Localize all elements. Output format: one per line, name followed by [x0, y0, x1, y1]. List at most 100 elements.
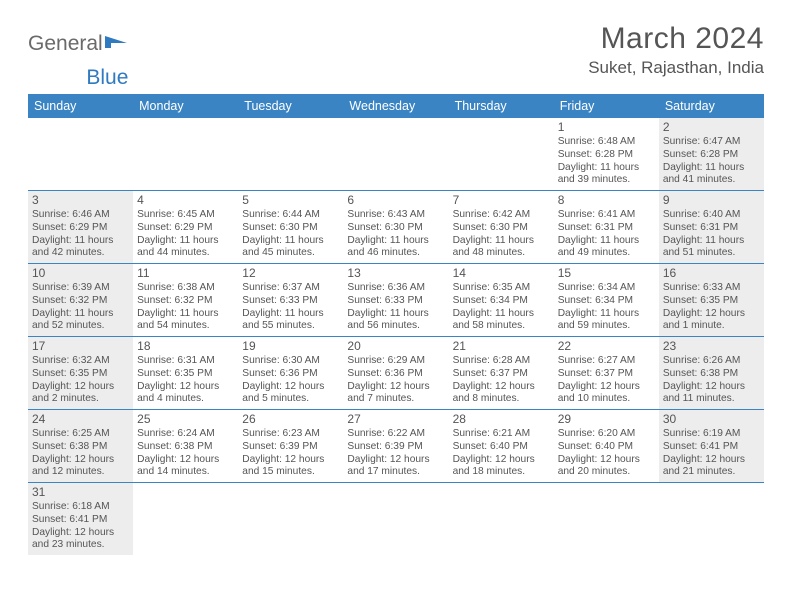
sunrise-line: Sunrise: 6:46 AM — [32, 209, 129, 222]
weekday-header: Saturday — [659, 94, 764, 118]
day-number: 22 — [558, 339, 655, 354]
day-number: 14 — [453, 266, 550, 281]
daylight-line: Daylight: 11 hours and 55 minutes. — [242, 308, 339, 334]
day-number: 11 — [137, 266, 234, 281]
day-number: 6 — [347, 193, 444, 208]
calendar-row: 3Sunrise: 6:46 AMSunset: 6:29 PMDaylight… — [28, 191, 764, 264]
sunrise-line: Sunrise: 6:48 AM — [558, 136, 655, 149]
calendar-cell-empty — [238, 483, 343, 556]
weekday-header: Wednesday — [343, 94, 448, 118]
day-number: 27 — [347, 412, 444, 427]
calendar-cell: 3Sunrise: 6:46 AMSunset: 6:29 PMDaylight… — [28, 191, 133, 264]
sunset-line: Sunset: 6:29 PM — [137, 222, 234, 235]
sunset-line: Sunset: 6:30 PM — [242, 222, 339, 235]
calendar-cell: 10Sunrise: 6:39 AMSunset: 6:32 PMDayligh… — [28, 264, 133, 337]
calendar-cell: 17Sunrise: 6:32 AMSunset: 6:35 PMDayligh… — [28, 337, 133, 410]
daylight-line: Daylight: 12 hours and 2 minutes. — [32, 381, 129, 407]
sunrise-line: Sunrise: 6:32 AM — [32, 355, 129, 368]
daylight-line: Daylight: 12 hours and 4 minutes. — [137, 381, 234, 407]
daylight-line: Daylight: 11 hours and 59 minutes. — [558, 308, 655, 334]
calendar-cell: 28Sunrise: 6:21 AMSunset: 6:40 PMDayligh… — [449, 410, 554, 483]
daylight-line: Daylight: 11 hours and 46 minutes. — [347, 235, 444, 261]
daylight-line: Daylight: 11 hours and 58 minutes. — [453, 308, 550, 334]
day-number: 26 — [242, 412, 339, 427]
sunrise-line: Sunrise: 6:23 AM — [242, 428, 339, 441]
calendar-cell: 30Sunrise: 6:19 AMSunset: 6:41 PMDayligh… — [659, 410, 764, 483]
calendar-cell: 8Sunrise: 6:41 AMSunset: 6:31 PMDaylight… — [554, 191, 659, 264]
calendar-cell: 6Sunrise: 6:43 AMSunset: 6:30 PMDaylight… — [343, 191, 448, 264]
daylight-line: Daylight: 11 hours and 39 minutes. — [558, 162, 655, 188]
calendar-cell: 14Sunrise: 6:35 AMSunset: 6:34 PMDayligh… — [449, 264, 554, 337]
sunrise-line: Sunrise: 6:33 AM — [663, 282, 760, 295]
daylight-line: Daylight: 12 hours and 21 minutes. — [663, 454, 760, 480]
daylight-line: Daylight: 11 hours and 52 minutes. — [32, 308, 129, 334]
calendar-cell: 29Sunrise: 6:20 AMSunset: 6:40 PMDayligh… — [554, 410, 659, 483]
day-number: 25 — [137, 412, 234, 427]
sunrise-line: Sunrise: 6:27 AM — [558, 355, 655, 368]
sunset-line: Sunset: 6:38 PM — [137, 441, 234, 454]
sunset-line: Sunset: 6:36 PM — [242, 368, 339, 381]
day-number: 20 — [347, 339, 444, 354]
calendar-cell: 31Sunrise: 6:18 AMSunset: 6:41 PMDayligh… — [28, 483, 133, 556]
sunset-line: Sunset: 6:32 PM — [32, 295, 129, 308]
daylight-line: Daylight: 12 hours and 15 minutes. — [242, 454, 339, 480]
calendar-cell-empty — [343, 118, 448, 191]
logo: General — [28, 22, 131, 56]
daylight-line: Daylight: 12 hours and 23 minutes. — [32, 527, 129, 553]
sunset-line: Sunset: 6:28 PM — [558, 149, 655, 162]
day-number: 8 — [558, 193, 655, 208]
sunrise-line: Sunrise: 6:20 AM — [558, 428, 655, 441]
title-month: March 2024 — [588, 22, 764, 56]
sunrise-line: Sunrise: 6:36 AM — [347, 282, 444, 295]
sunrise-line: Sunrise: 6:21 AM — [453, 428, 550, 441]
calendar-cell: 4Sunrise: 6:45 AMSunset: 6:29 PMDaylight… — [133, 191, 238, 264]
logo-word-2: Blue — [86, 66, 128, 89]
calendar-row: 17Sunrise: 6:32 AMSunset: 6:35 PMDayligh… — [28, 337, 764, 410]
sunset-line: Sunset: 6:30 PM — [347, 222, 444, 235]
sunset-line: Sunset: 6:29 PM — [32, 222, 129, 235]
sunrise-line: Sunrise: 6:47 AM — [663, 136, 760, 149]
daylight-line: Daylight: 11 hours and 45 minutes. — [242, 235, 339, 261]
day-number: 31 — [32, 485, 129, 500]
calendar-cell: 27Sunrise: 6:22 AMSunset: 6:39 PMDayligh… — [343, 410, 448, 483]
sunrise-line: Sunrise: 6:37 AM — [242, 282, 339, 295]
calendar-cell-empty — [554, 483, 659, 556]
calendar-row: 10Sunrise: 6:39 AMSunset: 6:32 PMDayligh… — [28, 264, 764, 337]
daylight-line: Daylight: 12 hours and 7 minutes. — [347, 381, 444, 407]
daylight-line: Daylight: 12 hours and 20 minutes. — [558, 454, 655, 480]
calendar-cell: 25Sunrise: 6:24 AMSunset: 6:38 PMDayligh… — [133, 410, 238, 483]
sunrise-line: Sunrise: 6:40 AM — [663, 209, 760, 222]
sunrise-line: Sunrise: 6:34 AM — [558, 282, 655, 295]
day-number: 18 — [137, 339, 234, 354]
calendar-row: 31Sunrise: 6:18 AMSunset: 6:41 PMDayligh… — [28, 483, 764, 556]
calendar-cell: 26Sunrise: 6:23 AMSunset: 6:39 PMDayligh… — [238, 410, 343, 483]
daylight-line: Daylight: 11 hours and 51 minutes. — [663, 235, 760, 261]
calendar-cell-empty — [133, 483, 238, 556]
calendar-cell-empty — [28, 118, 133, 191]
sunset-line: Sunset: 6:28 PM — [663, 149, 760, 162]
sunrise-line: Sunrise: 6:25 AM — [32, 428, 129, 441]
calendar-cell: 13Sunrise: 6:36 AMSunset: 6:33 PMDayligh… — [343, 264, 448, 337]
weekday-header: Friday — [554, 94, 659, 118]
day-number: 3 — [32, 193, 129, 208]
day-number: 23 — [663, 339, 760, 354]
sunrise-line: Sunrise: 6:31 AM — [137, 355, 234, 368]
calendar-cell: 2Sunrise: 6:47 AMSunset: 6:28 PMDaylight… — [659, 118, 764, 191]
sunset-line: Sunset: 6:30 PM — [453, 222, 550, 235]
sunrise-line: Sunrise: 6:41 AM — [558, 209, 655, 222]
weekday-header: Tuesday — [238, 94, 343, 118]
daylight-line: Daylight: 12 hours and 14 minutes. — [137, 454, 234, 480]
calendar-cell: 11Sunrise: 6:38 AMSunset: 6:32 PMDayligh… — [133, 264, 238, 337]
calendar-page: General March 2024 Suket, Rajasthan, Ind… — [0, 0, 792, 565]
sunset-line: Sunset: 6:31 PM — [663, 222, 760, 235]
daylight-line: Daylight: 12 hours and 1 minute. — [663, 308, 760, 334]
calendar-table: Sunday Monday Tuesday Wednesday Thursday… — [28, 94, 764, 555]
calendar-cell: 23Sunrise: 6:26 AMSunset: 6:38 PMDayligh… — [659, 337, 764, 410]
daylight-line: Daylight: 12 hours and 11 minutes. — [663, 381, 760, 407]
sunset-line: Sunset: 6:38 PM — [32, 441, 129, 454]
sunrise-line: Sunrise: 6:38 AM — [137, 282, 234, 295]
sunset-line: Sunset: 6:32 PM — [137, 295, 234, 308]
daylight-line: Daylight: 11 hours and 48 minutes. — [453, 235, 550, 261]
daylight-line: Daylight: 12 hours and 8 minutes. — [453, 381, 550, 407]
calendar-cell: 21Sunrise: 6:28 AMSunset: 6:37 PMDayligh… — [449, 337, 554, 410]
